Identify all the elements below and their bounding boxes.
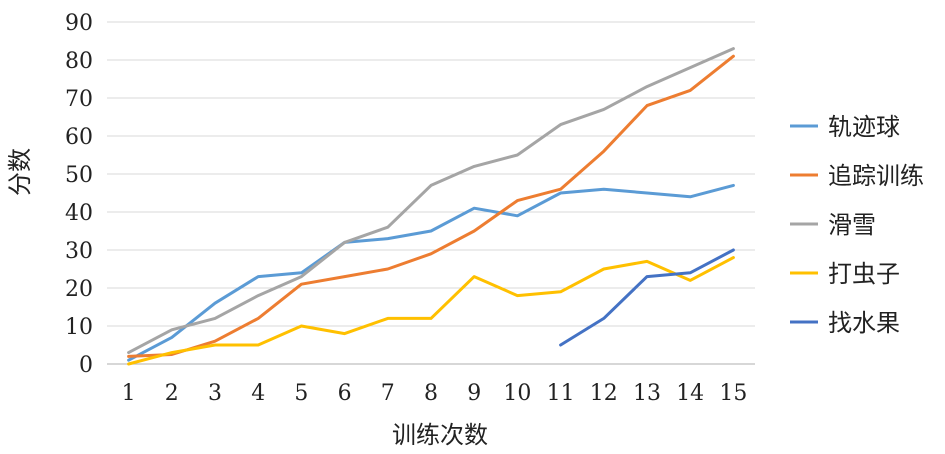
legend-label: 找水果 <box>828 309 900 337</box>
series-line-3 <box>127 47 735 355</box>
y-tick-label: 90 <box>65 11 93 36</box>
y-tick-label: 0 <box>79 353 93 378</box>
y-tick-label: 50 <box>65 163 93 188</box>
gridlines <box>107 21 755 327</box>
x-tick-label: 1 <box>122 381 136 406</box>
y-tick-label: 70 <box>65 87 93 112</box>
x-tick-label: 15 <box>719 381 747 406</box>
legend-label: 打虫子 <box>828 260 900 288</box>
legend-label: 滑雪 <box>828 211 876 239</box>
x-tick-label: 10 <box>503 381 531 406</box>
series-lines <box>127 47 735 366</box>
y-tick-label: 30 <box>65 239 93 264</box>
x-axis-title: 训练次数 <box>392 421 488 449</box>
x-tick-label: 3 <box>208 381 222 406</box>
x-tick-label: 9 <box>467 381 481 406</box>
x-tick-label: 11 <box>547 381 575 406</box>
y-tick-label: 80 <box>65 49 93 74</box>
x-tick-label: 5 <box>294 381 308 406</box>
y-axis-title: 分数 <box>6 148 34 196</box>
x-tick-label: 6 <box>338 381 352 406</box>
x-tick-label: 14 <box>676 381 704 406</box>
y-tick-label: 60 <box>65 125 93 150</box>
x-tick-label: 7 <box>381 381 395 406</box>
y-tick-label: 20 <box>65 277 93 302</box>
series-line-4 <box>127 256 735 366</box>
y-tick-label: 10 <box>65 315 93 340</box>
series-line-1 <box>127 183 735 362</box>
x-tick-label: 13 <box>633 381 661 406</box>
legend-label: 轨迹球 <box>828 113 900 141</box>
series-line-2 <box>127 54 735 358</box>
x-tick-label: 2 <box>165 381 179 406</box>
x-tick-label: 8 <box>424 381 438 406</box>
y-tick-label: 40 <box>65 201 93 226</box>
legend-label: 追踪训练 <box>828 162 924 190</box>
x-tick-label: 4 <box>251 381 265 406</box>
x-tick-label: 12 <box>590 381 618 406</box>
series-line-5 <box>559 248 735 347</box>
